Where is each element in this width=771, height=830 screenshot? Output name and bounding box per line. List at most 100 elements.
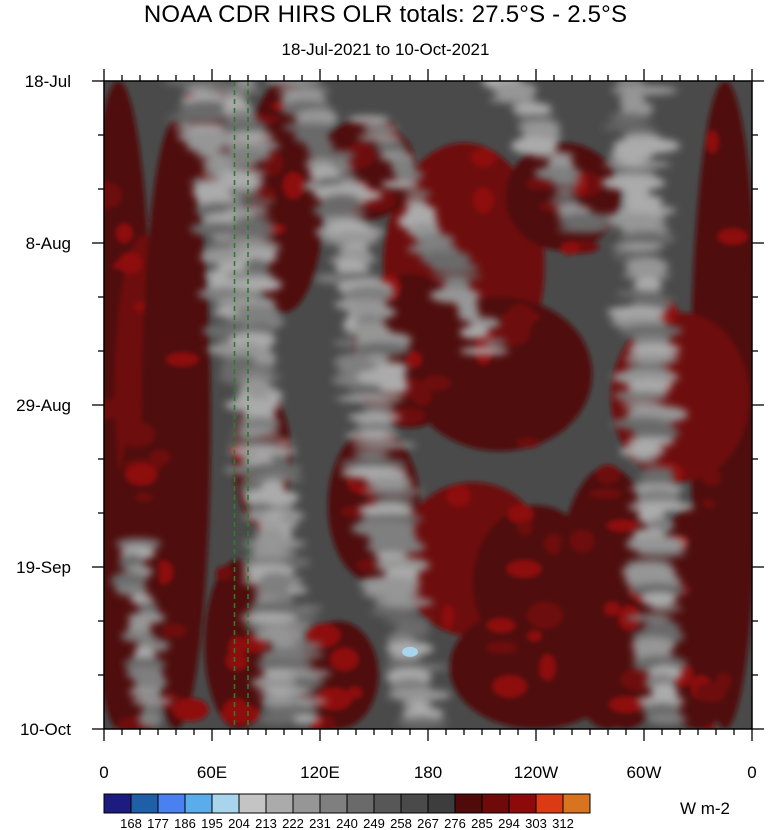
warm-cell [560,241,580,255]
colorbar-label: 312 [552,816,574,830]
convective-cell [460,347,509,355]
colorbar-swatch [211,793,240,814]
y-tick-label: 29-Aug [16,396,71,415]
x-tick-label: 120E [300,763,340,782]
convective-cell [132,697,172,706]
convective-cell [343,285,395,303]
convective-cell [494,81,537,100]
warm-cell [507,504,534,524]
warm-cell [446,485,471,507]
convective-cell [620,194,663,209]
convective-cell [627,380,673,393]
convective-cell [404,190,432,197]
convective-cell [256,656,294,672]
reference-lines [233,81,249,729]
convective-cell [276,87,330,94]
x-tick-label: 180 [414,763,442,782]
warm-cell [282,172,305,199]
x-tick-label: 0 [99,763,108,782]
convective-cell [365,475,413,489]
colorbar-label: 195 [201,816,223,830]
warm-cell [506,304,535,332]
warm-cell [166,352,199,367]
warm-region [449,605,623,729]
warm-cell [442,604,455,630]
convective-cell [628,582,686,598]
convective-cell [622,271,671,280]
convective-cell [262,511,286,521]
colorbar-swatch [454,793,483,814]
convective-cell [350,441,417,449]
convective-cell [245,502,274,511]
convective-cell [314,185,370,200]
convective-cell [618,323,683,338]
convective-cell [232,429,281,437]
convective-cell [517,120,562,134]
convective-cell [232,160,257,168]
warm-cell [473,187,494,214]
convective-cell [254,447,278,456]
warm-cell [104,181,122,209]
convective-cell [532,152,575,159]
convective-cell [257,714,297,726]
warm-cell [389,408,426,425]
warm-cell [315,687,353,711]
convective-cell [557,225,613,233]
convective-cell [202,158,239,171]
convective-cell [370,606,421,617]
convective-cell [511,102,553,115]
convective-cell [374,141,408,154]
colorbar-swatch [400,793,429,814]
convective-cell [549,197,581,206]
convective-cell [357,134,403,142]
y-tick-label: 18-Jul [25,72,71,91]
convective-cell [214,175,264,190]
convective-cell [619,445,665,458]
colorbar-swatch [427,793,456,814]
convective-cell [234,364,277,372]
convective-cell [196,151,235,159]
colorbar-label: 222 [282,816,304,830]
olr-field [104,81,752,729]
convective-cell [282,122,335,133]
convective-cell [610,85,678,96]
convective-cell [229,198,276,205]
warm-cell [482,232,500,248]
colorbar-swatch [373,793,402,814]
convective-cell [415,233,455,247]
colorbar-label: 204 [228,816,250,830]
colorbar-swatch [157,793,186,814]
convective-cell [381,180,420,189]
convective-cell [253,350,277,367]
convective-cell [128,687,161,697]
colorbar: 168 177 186 195 204 213 222 231 240 249 258 267 276 2… [103,793,591,830]
convective-cell [227,438,285,446]
convective-cell [630,334,672,347]
convective-cell [273,642,298,650]
convective-cell [362,123,399,134]
convective-cell [204,85,262,95]
warm-cell [706,130,719,154]
convective-cell [249,548,289,558]
warm-cell [406,351,422,368]
colorbar-label: 213 [255,816,277,830]
warm-cell [609,696,644,713]
convective-cell [345,431,400,441]
y-tick-label: 19-Sep [16,558,71,577]
colorbar-label: 231 [309,816,331,830]
convective-cell [611,244,664,251]
warm-cell [422,375,452,391]
warm-cell [427,586,447,597]
convective-cell [601,175,666,191]
warm-cell [715,672,732,691]
convective-cell [457,306,480,322]
convective-cell [306,150,357,160]
convective-cell [355,420,395,433]
convective-cell [609,148,654,162]
convective-cell [134,673,167,692]
x-tick-label: 60W [627,763,662,782]
colorbar-label: 303 [525,816,547,830]
convective-cell [261,650,293,660]
convective-cell [248,391,271,400]
